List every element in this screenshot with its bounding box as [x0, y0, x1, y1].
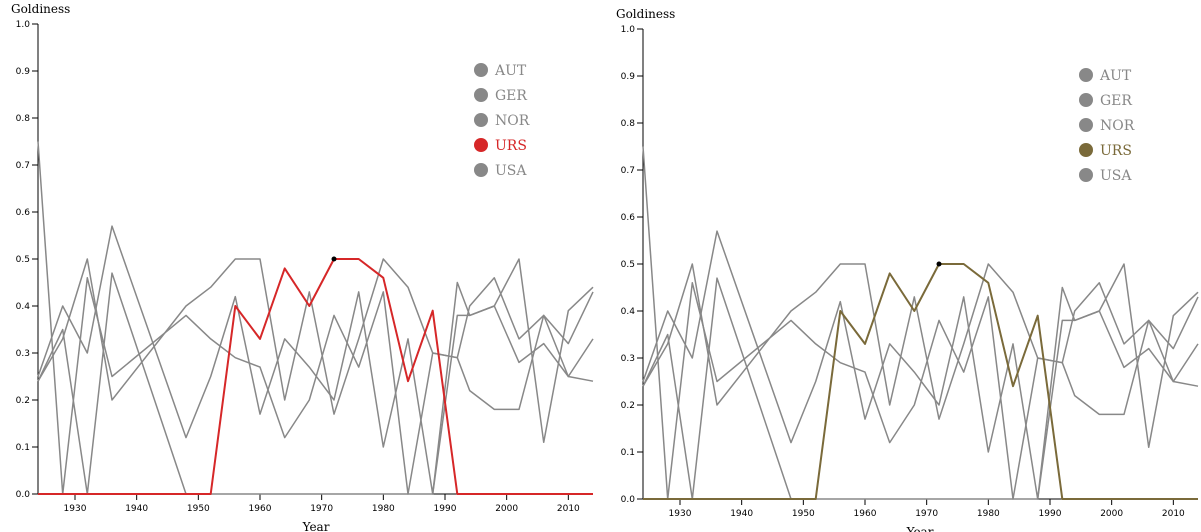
legend-item-ger[interactable]: GER [1079, 93, 1132, 109]
y-tick-label: 0.5 [621, 260, 635, 270]
y-tick-label: 1.0 [621, 25, 636, 35]
legend-item-usa[interactable]: USA [474, 163, 527, 179]
x-tick-label: 1980 [977, 509, 1000, 519]
legend-label[interactable]: URS [1100, 143, 1132, 159]
y-tick-label: 0.7 [16, 161, 30, 171]
legend-label[interactable]: URS [495, 138, 527, 154]
y-tick-label: 0.8 [16, 114, 31, 124]
x-tick-label: 1960 [854, 509, 877, 519]
x-tick-label: 1990 [434, 504, 457, 514]
x-tick-label: 1940 [125, 504, 148, 514]
y-tick-label: 0.5 [16, 255, 30, 265]
x-tick-label: 2000 [1100, 509, 1123, 519]
y-tick-label: 0.6 [621, 213, 636, 223]
legend-label[interactable]: NOR [495, 113, 530, 129]
legend-swatch[interactable] [474, 63, 488, 77]
y-tick-label: 0.0 [16, 490, 31, 500]
series-line-usa[interactable] [642, 263, 1199, 500]
y-tick-label: 0.2 [16, 396, 30, 406]
legend-swatch[interactable] [474, 138, 488, 152]
y-tick-label: 0.6 [16, 208, 31, 218]
x-tick-label: 2010 [557, 504, 580, 514]
y-axis-label: Goldiness [11, 2, 70, 16]
legend-item-urs[interactable]: URS [474, 138, 527, 154]
legend-label[interactable]: GER [495, 88, 527, 104]
legend-label[interactable]: AUT [1099, 68, 1132, 84]
series-line-usa[interactable] [37, 258, 594, 495]
y-tick-label: 0.4 [621, 307, 636, 317]
y-tick-label: 0.1 [16, 443, 30, 453]
y-tick-label: 0.8 [621, 119, 636, 129]
series-line-ger[interactable] [37, 141, 594, 495]
y-tick-label: 0.7 [621, 166, 635, 176]
x-tick-label: 1930 [669, 509, 692, 519]
y-tick-label: 0.9 [16, 67, 31, 77]
y-tick-label: 0.9 [621, 72, 636, 82]
y-tick-label: 0.1 [621, 448, 635, 458]
legend-swatch[interactable] [1079, 68, 1093, 82]
x-axis-label: Year [906, 525, 934, 532]
x-tick-label: 1970 [310, 504, 333, 514]
y-axis-label: Goldiness [616, 7, 675, 21]
series-line-nor[interactable] [37, 258, 594, 415]
legend-swatch[interactable] [474, 163, 488, 177]
y-tick-label: 0.3 [16, 349, 30, 359]
y-tick-label: 0.3 [621, 354, 635, 364]
x-tick-label: 1990 [1039, 509, 1062, 519]
x-axis-label: Year [302, 520, 330, 532]
legend-item-aut[interactable]: AUT [474, 63, 527, 79]
legend-label[interactable]: USA [1100, 168, 1132, 184]
y-tick-label: 1.0 [16, 20, 31, 30]
legend-item-aut[interactable]: AUT [1079, 68, 1132, 84]
legend-label[interactable]: GER [1100, 93, 1132, 109]
series-line-urs[interactable] [38, 258, 593, 495]
legend-item-nor[interactable]: NOR [1079, 118, 1135, 134]
x-tick-label: 1950 [792, 509, 815, 519]
series-line-urs[interactable] [643, 263, 1198, 500]
legend-swatch[interactable] [474, 113, 488, 127]
chart-panel-right: 0.0 0.1 0.2 0.3 0.4 0.5 0.6 0.7 0.8 0.9 1.0 1930 194… [616, 7, 1199, 532]
legend-item-ger[interactable]: GER [474, 88, 527, 104]
x-tick-label: 1970 [915, 509, 938, 519]
chart-panel-left: 0.0 0.1 0.2 0.3 0.4 0.5 0.6 0.7 0.8 0.9 1.0 1930 194… [11, 2, 594, 532]
series-line-aut[interactable] [37, 225, 594, 495]
y-tick-label: 0.2 [621, 401, 635, 411]
series-line-nor[interactable] [642, 263, 1199, 420]
legend-label[interactable]: NOR [1100, 118, 1135, 134]
x-tick-label: 1950 [187, 504, 210, 514]
legend-label[interactable]: AUT [494, 63, 527, 79]
legend-label[interactable]: USA [495, 163, 527, 179]
legend-item-usa[interactable]: USA [1079, 168, 1132, 184]
legend-item-urs[interactable]: URS [1079, 143, 1132, 159]
legend-swatch[interactable] [474, 88, 488, 102]
legend-item-nor[interactable]: NOR [474, 113, 530, 129]
highlight-point [331, 256, 337, 262]
legend-swatch[interactable] [1079, 143, 1093, 157]
legend-swatch[interactable] [1079, 168, 1093, 182]
highlight-point [936, 261, 942, 267]
y-tick-label: 0.4 [16, 302, 31, 312]
y-tick-label: 0.0 [621, 495, 636, 505]
x-tick-label: 2000 [495, 504, 518, 514]
legend-swatch[interactable] [1079, 93, 1093, 107]
x-tick-label: 2010 [1162, 509, 1185, 519]
x-tick-label: 1980 [372, 504, 395, 514]
x-tick-label: 1940 [730, 509, 753, 519]
legend-swatch[interactable] [1079, 118, 1093, 132]
x-tick-label: 1960 [249, 504, 272, 514]
series-line-aut[interactable] [642, 230, 1199, 500]
x-tick-label: 1930 [64, 504, 87, 514]
series-line-ger[interactable] [642, 146, 1199, 500]
